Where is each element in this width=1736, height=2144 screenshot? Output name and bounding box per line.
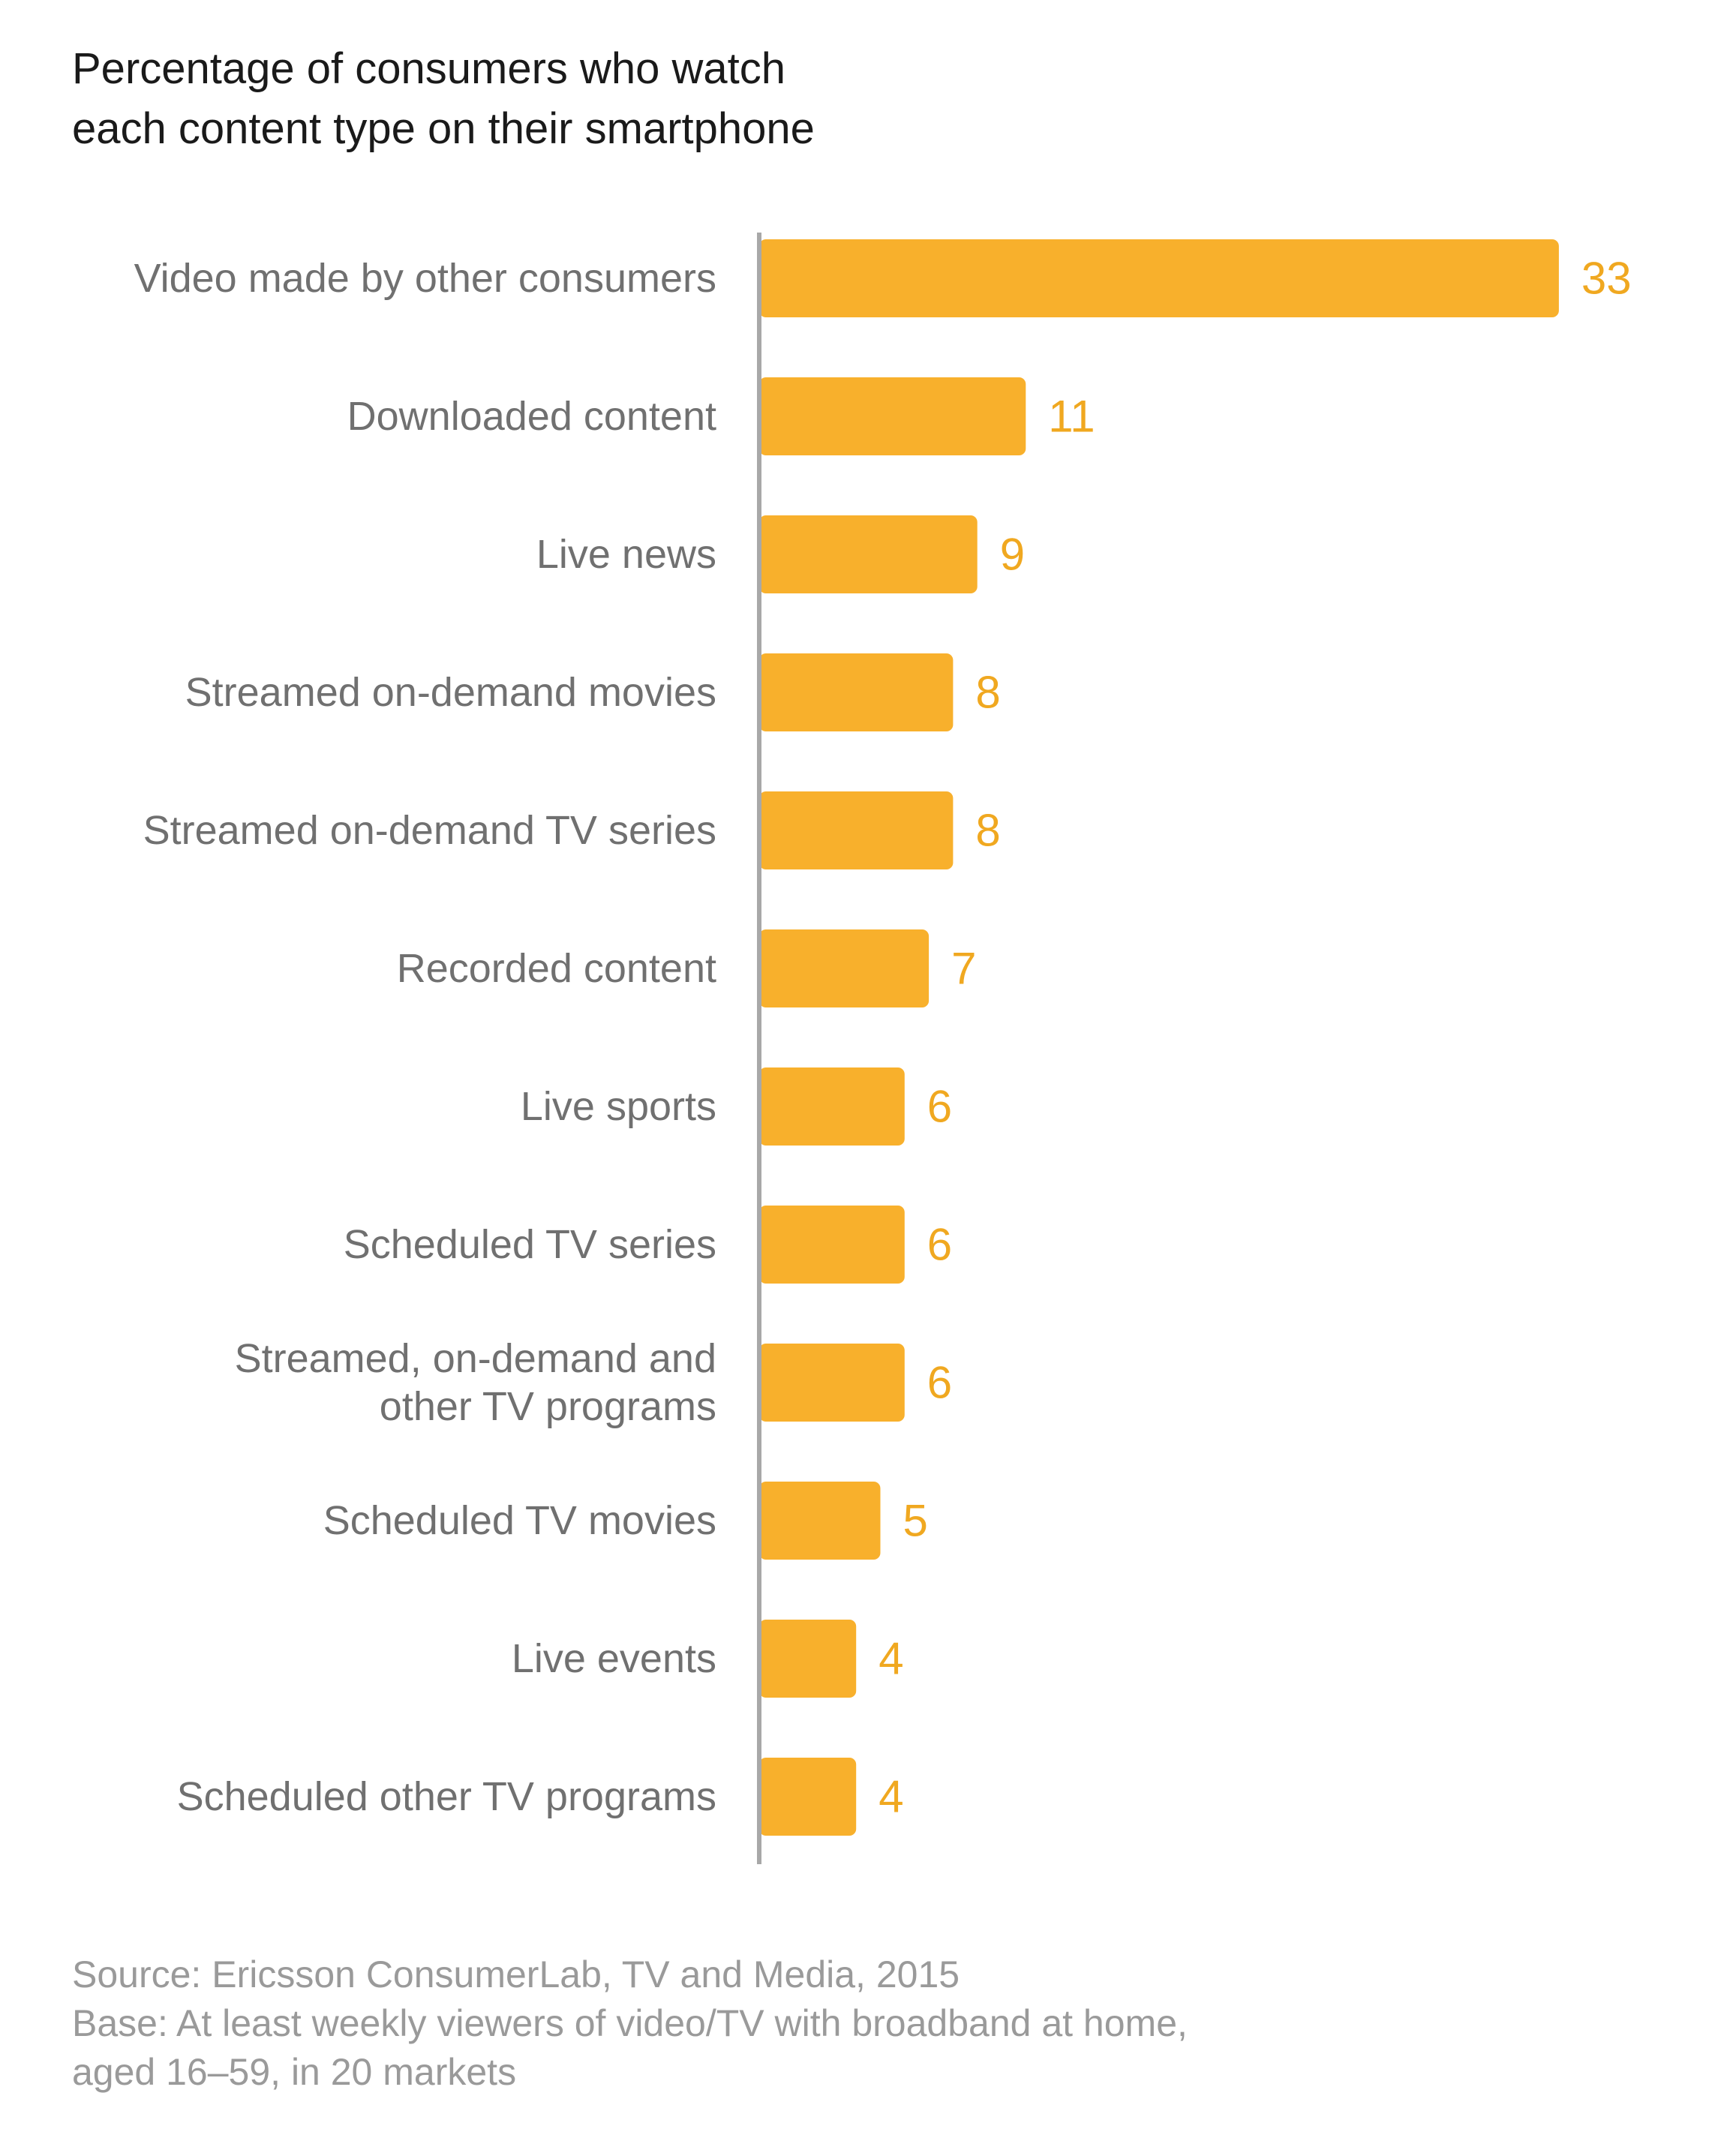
category-label-7: Scheduled TV series	[344, 1222, 716, 1267]
bar-1	[759, 377, 1026, 455]
bar-4	[759, 791, 954, 869]
value-label-10: 4	[879, 1634, 903, 1684]
category-label-8-line-2: other TV programs	[380, 1384, 716, 1429]
chart-footer: Source: Ericsson ConsumerLab, TV and Med…	[72, 1950, 1572, 2097]
value-label-6: 6	[927, 1082, 952, 1132]
value-label-9: 5	[903, 1496, 928, 1546]
value-label-3: 8	[975, 668, 1000, 718]
bar-9	[759, 1482, 881, 1560]
category-label-9: Scheduled TV movies	[323, 1498, 716, 1543]
chart-title-line-2: each content type on their smartphone	[72, 104, 815, 153]
value-label-4: 8	[975, 806, 1000, 856]
category-label-11: Scheduled other TV programs	[177, 1774, 716, 1819]
bar-5	[759, 929, 930, 1007]
category-label-0: Video made by other consumers	[134, 256, 716, 301]
bar-3	[759, 653, 954, 731]
bar-10	[759, 1620, 857, 1698]
base-note-line-1: Base: At least weekly viewers of video/T…	[72, 2002, 1188, 2044]
base-note-line-2: aged 16–59, in 20 markets	[72, 2051, 517, 2093]
value-label-5: 7	[951, 944, 976, 994]
value-label-8: 6	[927, 1358, 952, 1408]
category-label-1: Downloaded content	[347, 394, 716, 439]
value-label-2: 9	[1000, 530, 1025, 580]
category-label-2: Live news	[536, 532, 716, 577]
category-label-3: Streamed on-demand movies	[185, 670, 716, 715]
chart-title: Percentage of consumers who watch each c…	[72, 39, 1197, 159]
category-label-6: Live sports	[521, 1084, 716, 1129]
bars-layer: 33 Video made by other consumers 11 Downloa…	[134, 239, 1632, 1836]
value-label-0: 33	[1581, 254, 1632, 304]
bar-8	[759, 1344, 905, 1422]
value-label-11: 4	[879, 1772, 903, 1822]
category-label-10: Live events	[512, 1636, 716, 1681]
bar-2	[759, 515, 978, 593]
chart-title-line-1: Percentage of consumers who watch	[72, 44, 786, 93]
bar-11	[759, 1758, 857, 1836]
value-label-1: 11	[1048, 392, 1095, 442]
bar-7	[759, 1206, 905, 1284]
source-note: Source: Ericsson ConsumerLab, TV and Med…	[72, 1953, 960, 1995]
category-label-4: Streamed on-demand TV series	[143, 808, 716, 853]
bar-0	[759, 239, 1559, 317]
bar-chart: 33 Video made by other consumers 11 Downloa…	[134, 233, 1632, 1864]
value-label-7: 6	[927, 1220, 952, 1270]
category-label-5: Recorded content	[397, 946, 716, 991]
bar-6	[759, 1067, 905, 1146]
category-label-8-line-1: Streamed, on-demand and	[235, 1336, 716, 1381]
